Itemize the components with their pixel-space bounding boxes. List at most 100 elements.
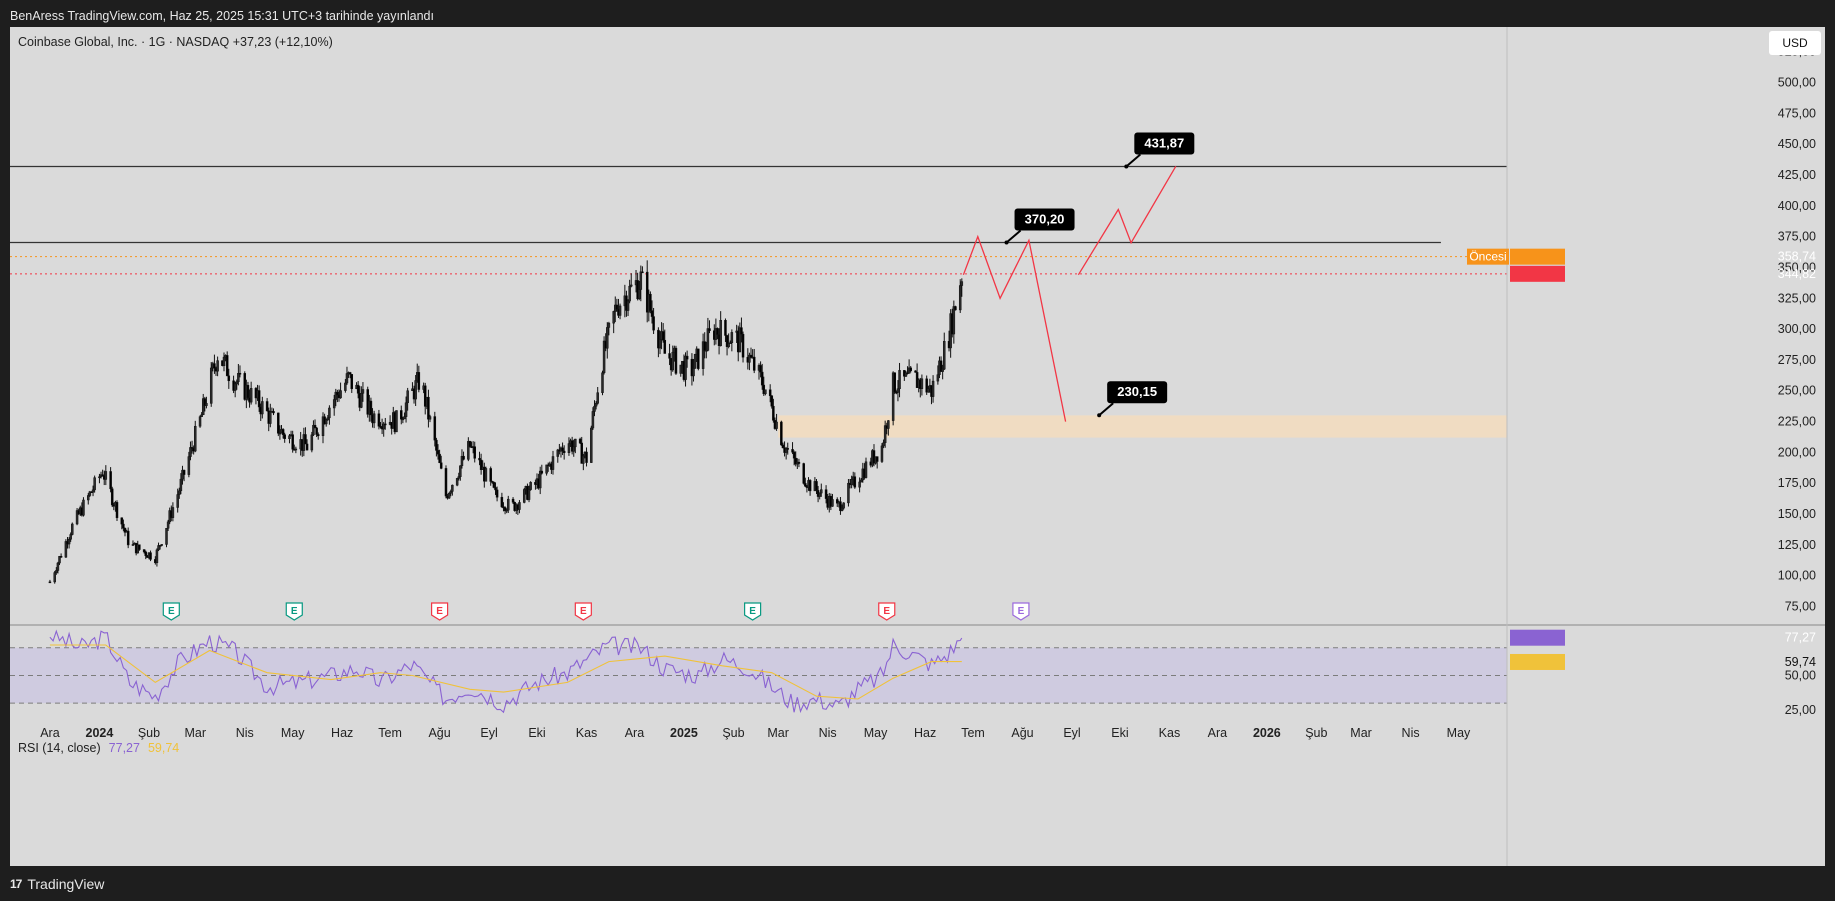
candle-134 xyxy=(348,371,352,379)
candle-377 xyxy=(893,372,896,394)
candle-body xyxy=(697,348,700,369)
candle-body xyxy=(189,447,192,457)
candle-body xyxy=(649,293,652,311)
candle-186 xyxy=(467,437,470,462)
candle-65 xyxy=(194,420,197,453)
candle-body xyxy=(840,507,844,511)
candle-body xyxy=(645,271,649,313)
candle-242 xyxy=(591,407,595,430)
candle-body xyxy=(179,478,183,492)
time-tick-1: 2024 xyxy=(86,726,114,740)
candle-body xyxy=(719,319,722,347)
candle-331 xyxy=(791,442,794,455)
candle-body xyxy=(160,544,163,546)
candle-body xyxy=(749,354,753,358)
candle-293 xyxy=(705,341,708,359)
candle-body xyxy=(585,451,588,463)
price-label-text: 230,15 xyxy=(1117,384,1157,399)
candle-body xyxy=(447,493,451,499)
candle-body xyxy=(491,481,494,483)
candle-body xyxy=(428,416,432,420)
currency-button[interactable]: USD xyxy=(1769,31,1821,55)
candle-body xyxy=(850,479,853,485)
candle-229 xyxy=(561,442,564,456)
candle-63 xyxy=(190,440,194,454)
candle-body xyxy=(936,374,940,382)
earnings-letter: E xyxy=(580,606,587,617)
candle-372 xyxy=(882,439,885,449)
candle-98 xyxy=(269,403,272,428)
candle-body xyxy=(401,418,405,421)
candle-body xyxy=(305,443,309,451)
symbol-name: Coinbase Global, Inc. · 1G · NASDAQ xyxy=(18,35,230,49)
candle-407 xyxy=(960,278,964,297)
candle-body xyxy=(954,306,957,311)
candle-body xyxy=(561,447,564,452)
candle-395 xyxy=(931,375,935,403)
candle-104 xyxy=(281,428,285,439)
candle-10 xyxy=(71,522,74,536)
candle-278 xyxy=(671,345,675,372)
candle-71 xyxy=(209,361,213,407)
candle-body xyxy=(149,552,152,560)
price-label-text: 431,87 xyxy=(1144,135,1184,150)
time-tick-10: Eki xyxy=(528,726,545,740)
candle-353 xyxy=(839,497,842,515)
candle-body xyxy=(792,451,796,459)
candle-body xyxy=(257,390,261,408)
candle-body xyxy=(658,339,662,349)
candle-326 xyxy=(780,420,783,446)
candle-157 xyxy=(401,416,405,424)
candle-344 xyxy=(818,492,821,500)
price-tick-4: 425,00 xyxy=(1778,168,1816,182)
candle-body xyxy=(562,450,566,454)
premarket-price-badge-text: 358,74 xyxy=(1778,250,1816,264)
candle-body xyxy=(781,444,785,449)
candle-body xyxy=(348,372,352,375)
candle-body xyxy=(507,498,510,511)
candle-309 xyxy=(740,317,743,343)
candle-body xyxy=(213,363,216,369)
candle-body xyxy=(729,342,732,344)
candle-body xyxy=(637,289,641,300)
candle-317 xyxy=(759,361,762,378)
candle-315 xyxy=(752,348,756,374)
candle-body xyxy=(104,471,108,480)
candle-body xyxy=(395,410,398,433)
candle-body xyxy=(847,482,850,504)
earnings-marker xyxy=(744,602,762,621)
candle-body xyxy=(797,461,801,464)
candle-body xyxy=(88,491,92,496)
earnings-marker xyxy=(574,602,592,621)
candle-body xyxy=(209,367,213,404)
candle-body xyxy=(612,311,615,324)
candle-361 xyxy=(858,477,861,493)
candle-body xyxy=(724,319,727,336)
earnings-letter: E xyxy=(168,606,175,617)
candle-body xyxy=(652,316,655,331)
candle-body xyxy=(775,421,778,429)
candle-body xyxy=(326,417,330,421)
candle-body xyxy=(142,549,146,553)
candle-247 xyxy=(602,336,606,375)
candle-245 xyxy=(596,387,599,405)
candle-body xyxy=(661,331,665,341)
candle-body xyxy=(538,470,542,489)
candle-292 xyxy=(703,332,706,359)
candle-36 xyxy=(131,540,135,546)
candle-115 xyxy=(305,439,309,451)
candle-body xyxy=(570,440,574,452)
candle-47 xyxy=(155,548,159,567)
price-label-0: 431,87 xyxy=(1124,132,1195,169)
candle-406 xyxy=(958,279,962,313)
candle-79 xyxy=(225,351,229,377)
price-label-2: 230,15 xyxy=(1097,381,1168,418)
candle-body xyxy=(423,385,427,407)
candle-body xyxy=(436,450,440,455)
last-price-badge-text: 344,82 xyxy=(1778,267,1816,281)
candle-body xyxy=(545,464,548,474)
candle-240 xyxy=(585,447,588,467)
candle-body xyxy=(201,398,205,416)
